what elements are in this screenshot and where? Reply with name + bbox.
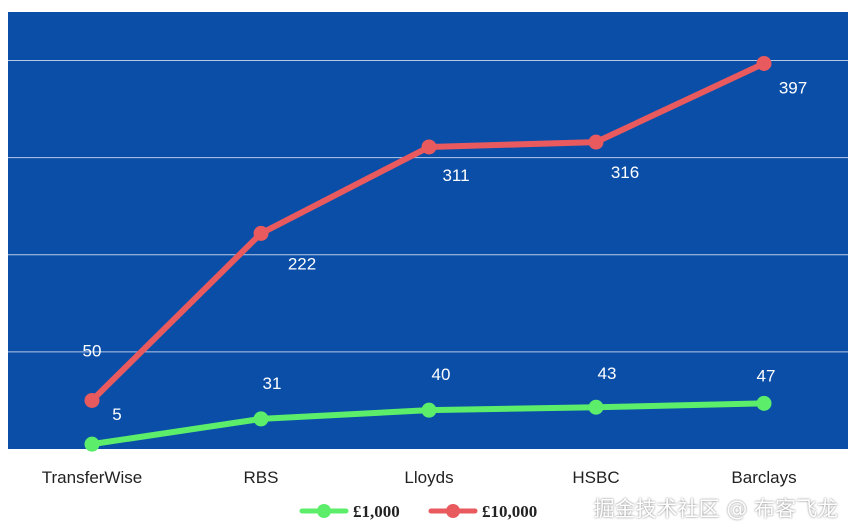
data-point-1000	[84, 436, 100, 452]
gridlines	[8, 60, 848, 353]
series-layer	[84, 55, 772, 452]
data-label-1000: 43	[598, 364, 617, 383]
data-point-1000	[421, 402, 437, 418]
data-point-10000	[253, 225, 269, 241]
data-label-10000: 311	[442, 166, 469, 185]
data-label-10000: 50	[83, 341, 102, 360]
data-label-1000: 31	[263, 374, 282, 393]
data-label-1000: 5	[112, 405, 121, 424]
x-tick-label: RBS	[244, 468, 279, 487]
data-point-10000	[84, 392, 100, 408]
legend-label: £10,000	[482, 502, 537, 521]
plot-area	[8, 12, 848, 449]
legend-swatch-marker	[446, 504, 460, 518]
x-tick-label: HSBC	[572, 468, 619, 487]
legend-item-10000: £10,000	[428, 502, 537, 521]
data-point-1000	[756, 395, 772, 411]
x-axis-tick-labels: TransferWise RBS Lloyds HSBC Barclays	[42, 468, 797, 487]
data-label-1000: 47	[757, 366, 776, 385]
data-point-10000	[588, 134, 604, 150]
data-point-1000	[253, 411, 269, 427]
x-tick-label: TransferWise	[42, 468, 142, 487]
data-label-10000: 316	[611, 163, 639, 182]
data-point-1000	[588, 399, 604, 415]
legend-swatch-marker	[317, 504, 331, 518]
x-tick-label: Barclays	[731, 468, 796, 487]
data-label-10000: 222	[288, 254, 316, 273]
legend: £1,000 £10,000	[299, 502, 537, 521]
x-tick-label: Lloyds	[404, 468, 453, 487]
data-point-10000	[421, 139, 437, 155]
legend-label: £1,000	[353, 502, 400, 521]
legend-item-1000: £1,000	[299, 502, 400, 521]
watermark: 掘金技术社区 @ 布客飞龙	[593, 497, 838, 521]
data-label-10000: 397	[779, 78, 807, 97]
data-label-1000: 40	[432, 365, 451, 384]
data-point-10000	[756, 55, 772, 71]
data-labels: 5 31 40 43 47 50 222 311 316 397	[83, 78, 808, 424]
